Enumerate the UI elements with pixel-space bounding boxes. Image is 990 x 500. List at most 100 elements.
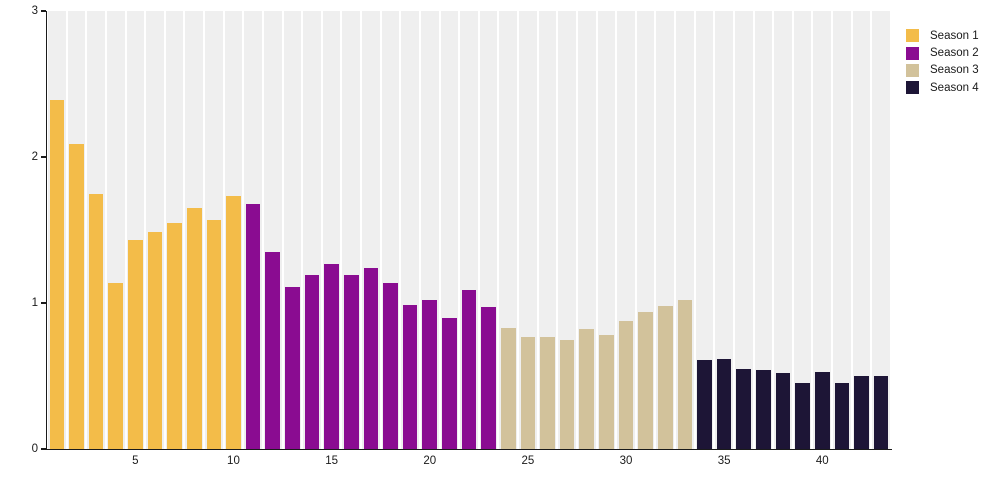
bar-slot-episode-20 xyxy=(420,11,440,449)
bar-season-3-episode-25 xyxy=(520,336,536,449)
bar-season-4-episode-38 xyxy=(775,373,791,449)
legend-swatch xyxy=(906,81,919,95)
y-tick-label-1: 1 xyxy=(31,297,38,309)
bar-slot-episode-22 xyxy=(459,11,479,449)
bar-season-4-episode-36 xyxy=(736,368,751,449)
x-tick-label-15: 15 xyxy=(325,455,338,467)
bar-slot-episode-27 xyxy=(557,11,577,449)
bar-slot-episode-25 xyxy=(518,11,538,449)
bar-season-2-episode-20 xyxy=(422,300,437,449)
legend-item-season-2: Season 2 xyxy=(906,44,979,61)
bar-season-4-episode-42 xyxy=(854,376,869,449)
bar-slot-episode-35 xyxy=(714,11,734,449)
bar-slot-episode-2 xyxy=(67,11,87,449)
bar-season-3-episode-30 xyxy=(618,320,634,449)
bar-season-3-episode-33 xyxy=(677,300,693,449)
background-band xyxy=(852,11,871,449)
legend-label: Season 4 xyxy=(930,81,979,94)
x-tick-label-10: 10 xyxy=(227,455,240,467)
bar-season-3-episode-27 xyxy=(559,339,575,449)
y-tick-3 xyxy=(41,10,46,12)
bar-season-1-episode-5 xyxy=(128,240,143,449)
legend-label: Season 1 xyxy=(930,29,979,42)
bar-season-2-episode-18 xyxy=(383,282,398,449)
bar-season-4-episode-40 xyxy=(814,371,830,449)
bar-slot-episode-16 xyxy=(341,11,361,449)
bar-season-2-episode-22 xyxy=(461,289,477,449)
legend-item-season-4: Season 4 xyxy=(906,79,979,96)
bar-season-2-episode-15 xyxy=(324,263,339,449)
bar-slot-episode-7 xyxy=(165,11,185,449)
bar-slot-episode-6 xyxy=(145,11,165,449)
legend-item-season-3: Season 3 xyxy=(906,62,979,79)
bar-season-1-episode-9 xyxy=(206,219,222,449)
legend-item-season-1: Season 1 xyxy=(906,27,979,44)
bar-season-1-episode-10 xyxy=(226,196,241,449)
bar-season-2-episode-12 xyxy=(265,251,280,449)
bar-season-4-episode-43 xyxy=(873,376,889,449)
bar-slot-episode-32 xyxy=(655,11,675,449)
bar-season-2-episode-14 xyxy=(304,275,320,449)
bar-slot-episode-31 xyxy=(636,11,656,449)
bar-season-1-episode-7 xyxy=(167,222,182,449)
bar-season-4-episode-34 xyxy=(697,359,712,449)
bar-slot-episode-30 xyxy=(616,11,636,449)
bar-season-1-episode-8 xyxy=(186,208,202,449)
bar-slot-episode-41 xyxy=(832,11,852,449)
background-band xyxy=(754,11,773,449)
legend-label: Season 2 xyxy=(930,47,979,60)
bar-slot-episode-8 xyxy=(184,11,204,449)
bar-season-2-episode-19 xyxy=(402,304,418,449)
bar-slot-episode-1 xyxy=(47,11,67,449)
x-axis-line xyxy=(43,448,892,451)
bar-slot-episode-29 xyxy=(597,11,617,449)
bar-slot-episode-10 xyxy=(224,11,244,449)
bar-slot-episode-11 xyxy=(243,11,263,449)
bar-season-4-episode-39 xyxy=(795,383,810,449)
bar-season-3-episode-31 xyxy=(638,311,653,449)
legend-swatch xyxy=(906,63,919,77)
x-tick-label-35: 35 xyxy=(717,455,731,467)
bar-slot-episode-36 xyxy=(734,11,754,449)
bar-season-1-episode-4 xyxy=(108,282,123,449)
bar-slot-episode-33 xyxy=(675,11,695,449)
background-band xyxy=(774,11,792,449)
bar-season-2-episode-17 xyxy=(363,268,379,449)
bar-slot-episode-9 xyxy=(204,11,224,449)
background-band xyxy=(715,11,733,449)
bar-season-1-episode-2 xyxy=(69,143,84,449)
y-axis-line xyxy=(45,11,48,449)
bar-season-1-episode-3 xyxy=(88,193,104,449)
bar-season-1-episode-6 xyxy=(147,231,163,449)
bar-slot-episode-3 xyxy=(86,11,106,449)
x-tick-label-20: 20 xyxy=(423,455,437,467)
bar-season-4-episode-35 xyxy=(716,358,732,449)
x-tick-label-5: 5 xyxy=(132,455,139,467)
bar-slot-episode-38 xyxy=(773,11,793,449)
bar-season-3-episode-28 xyxy=(579,329,594,449)
y-tick-label-0: 0 xyxy=(31,443,38,455)
y-tick-label-3: 3 xyxy=(31,5,38,17)
bar-season-3-episode-26 xyxy=(540,336,555,449)
bar-slot-episode-17 xyxy=(361,11,381,449)
y-tick-0 xyxy=(41,448,46,450)
bar-season-4-episode-37 xyxy=(756,370,771,449)
bar-season-1-episode-1 xyxy=(49,100,65,449)
bar-slot-episode-34 xyxy=(695,11,715,449)
bar-season-3-episode-29 xyxy=(599,335,614,449)
plot-area xyxy=(47,11,891,449)
bar-slot-episode-13 xyxy=(283,11,303,449)
background-band xyxy=(695,11,714,449)
legend-swatch xyxy=(906,46,919,60)
background-band xyxy=(813,11,831,449)
bar-slot-episode-21 xyxy=(440,11,460,449)
background-band xyxy=(734,11,753,449)
bar-season-2-episode-16 xyxy=(343,275,359,449)
bar-slot-episode-19 xyxy=(400,11,420,449)
legend-swatch xyxy=(906,29,919,43)
bar-slot-episode-18 xyxy=(381,11,401,449)
bar-slot-episode-39 xyxy=(793,11,813,449)
background-band xyxy=(793,11,812,449)
bar-season-2-episode-13 xyxy=(285,286,300,449)
